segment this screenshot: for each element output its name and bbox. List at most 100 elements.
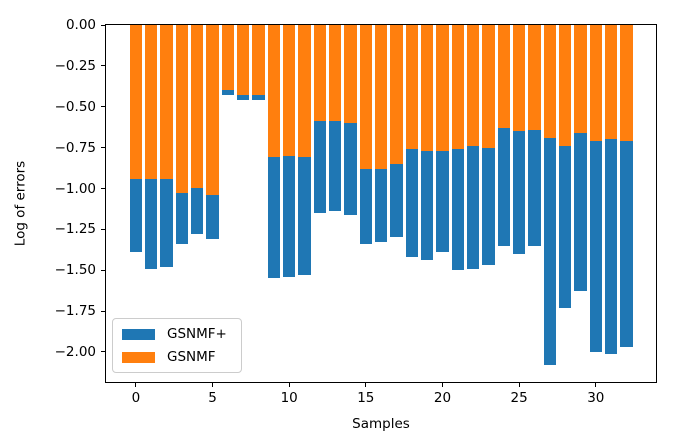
y-tick-label: −1.50 [54,262,96,279]
bar-segment-gsnmf-plus [512,131,526,254]
y-tick-mark [101,310,105,312]
bar-segment-gsnmf-plus [206,195,219,240]
x-tick-label: 0 [131,390,141,406]
x-tick-label: 15 [357,390,375,406]
bar-segment-gsnmf-plus [329,121,342,212]
bar-segment-gsnmf-plus [160,178,173,267]
bar-segment-gsnmf-plus [237,95,250,101]
x-tick-mark [135,383,137,387]
bar-segment-gsnmf [221,25,234,91]
x-tick-mark [212,383,213,387]
x-tick-mark [595,383,597,387]
bar-segment-gsnmf [574,25,587,133]
y-tick-label: −2.00 [54,343,96,360]
y-tick-label: −0.75 [54,139,96,156]
x-tick-mark [288,383,290,387]
x-tick-label: 10 [280,390,298,406]
bar-segment-gsnmf-plus [175,193,188,245]
x-tick-label: 30 [587,390,605,406]
bar-segment-gsnmf [206,25,219,195]
y-tick-mark [101,269,105,271]
bar-segment-gsnmf-plus [390,163,403,238]
bar-segment-gsnmf [497,25,510,128]
x-tick-label: 20 [433,390,452,406]
bar-segment-gsnmf [620,25,633,142]
bar-segment-gsnmf-plus [221,90,234,96]
y-axis-label: Log of errors [12,160,29,247]
bar-segment-gsnmf-plus [191,188,204,235]
y-tick-label: −1.25 [54,221,96,238]
x-tick-label: 25 [510,390,528,406]
y-tick-mark [101,65,105,67]
plot-area: GSNMF+ GSNMF [105,24,657,383]
bar-segment-gsnmf [604,25,618,140]
y-tick-mark [101,228,105,230]
bar-segment-gsnmf-plus [528,129,541,246]
bar-segment-gsnmf-plus [436,150,449,253]
bar-segment-gsnmf-plus [298,157,311,276]
bar-segment-gsnmf-plus [313,121,326,213]
bar-segment-gsnmf [543,25,556,138]
bar-segment-gsnmf [390,25,403,164]
bar-segment-gsnmf-plus [620,141,633,347]
y-tick-label: −0.50 [54,98,96,115]
y-tick-label: −1.75 [54,303,96,320]
legend-item-gsnmf: GSNMF [122,349,227,365]
bar-segment-gsnmf-plus [267,157,280,279]
bar-segment-gsnmf-plus [558,145,572,308]
bar-segment-gsnmf-plus [283,155,296,277]
bar-segment-gsnmf-plus [252,95,265,101]
bar-segment-gsnmf-plus [574,132,587,292]
bar-segment-gsnmf [558,25,572,146]
bar-segment-gsnmf-plus [344,123,357,215]
x-tick-mark [365,383,367,387]
bar-segment-gsnmf-plus [482,147,495,266]
legend-label-gsnmf-plus: GSNMF+ [167,326,227,342]
bar-segment-gsnmf-plus [145,178,158,269]
bar-segment-gsnmf-plus [604,139,618,354]
bar-segment-gsnmf-plus [451,149,464,271]
legend-item-gsnmf-plus: GSNMF+ [122,326,227,342]
bar-segment-gsnmf [283,25,296,156]
bar-segment-gsnmf [589,25,602,142]
x-tick-mark [518,383,520,387]
bar-segment-gsnmf [252,25,265,96]
legend-label-gsnmf: GSNMF [167,349,216,365]
bar-segment-gsnmf [298,25,311,158]
y-tick-mark [101,351,105,353]
bar-segment-gsnmf [359,25,372,169]
bar-segment-gsnmf [421,25,434,151]
bar-segment-gsnmf [528,25,541,130]
bar-segment-gsnmf-plus [359,168,372,245]
y-tick-mark [101,147,105,149]
bar-segment-gsnmf [160,25,173,179]
y-tick-label: −0.25 [54,57,96,74]
bar-segment-gsnmf [482,25,495,148]
bar-segment-gsnmf-plus [129,178,142,253]
legend-swatch-gsnmf-icon [122,351,155,363]
x-tick-label: 5 [208,390,217,406]
y-tick-label: −1.00 [54,180,96,197]
legend: GSNMF+ GSNMF [112,318,242,373]
bar-segment-gsnmf [512,25,526,132]
bar-segment-gsnmf [375,25,388,169]
bar-segment-gsnmf [405,25,418,150]
y-tick-mark [101,188,105,189]
bar-segment-gsnmf [329,25,342,122]
bar-segment-gsnmf [451,25,464,150]
bar-segment-gsnmf-plus [589,141,602,352]
y-tick-label: 0.00 [65,17,96,33]
bar-segment-gsnmf [267,25,280,158]
bar-segment-gsnmf-plus [375,168,388,243]
bar-segment-gsnmf-plus [421,150,434,261]
bar-segment-gsnmf [191,25,204,189]
bar-segment-gsnmf-plus [405,149,418,258]
bar-segment-gsnmf [436,25,449,151]
bar-segment-gsnmf [313,25,326,122]
bar-segment-gsnmf [145,25,158,179]
legend-swatch-gsnmf-plus-icon [122,328,155,340]
bar-segment-gsnmf [237,25,250,96]
y-tick-mark [101,24,105,26]
bar-segment-gsnmf [344,25,357,124]
